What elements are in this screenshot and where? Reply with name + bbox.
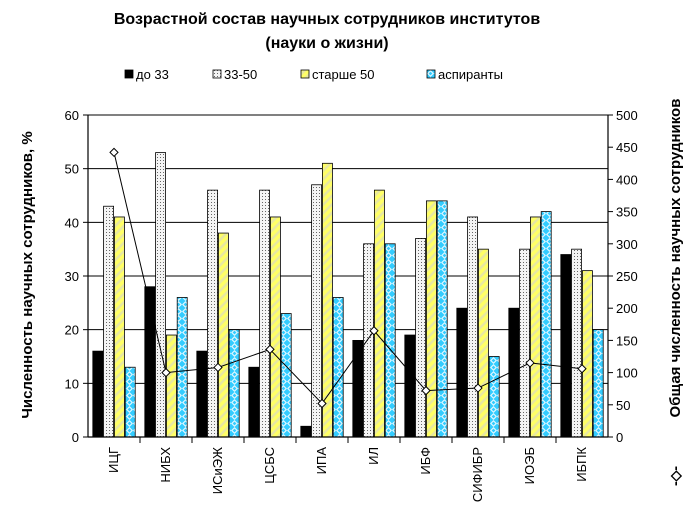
line-point [213, 362, 223, 373]
bar [217, 232, 229, 438]
line-point [317, 398, 327, 409]
legend-label: 33-50 [224, 67, 257, 82]
x-tick-label: НИБХ [158, 447, 173, 483]
y2-tick-label: 500 [616, 108, 638, 123]
bar [519, 248, 530, 438]
bars [92, 152, 604, 438]
y2-tick-label: 100 [616, 366, 638, 381]
bar [332, 297, 344, 438]
x-tick-label: ИОЭБ [522, 447, 537, 484]
legend-swatch [212, 69, 222, 79]
y-tick-label: 30 [65, 269, 79, 284]
y2-tick-label: 300 [616, 237, 638, 252]
x-tick-label: СИФИБР [470, 447, 485, 502]
bar [488, 356, 500, 438]
legend-swatch [124, 69, 134, 79]
bar [373, 189, 385, 438]
bar [560, 254, 572, 438]
line-point [161, 367, 171, 378]
bar [259, 189, 271, 438]
line-point [109, 147, 119, 158]
y2-axis-label: Общая численность научных сотрудников [667, 99, 684, 418]
y-tick-label: 50 [65, 162, 79, 177]
bar [103, 205, 114, 438]
bar [92, 350, 104, 438]
legend-swatch [300, 69, 310, 79]
y2-tick-label: 250 [616, 269, 638, 284]
bar [404, 334, 416, 438]
line-point [369, 326, 379, 336]
y-tick-label: 0 [72, 430, 79, 445]
bar [114, 216, 125, 438]
y2-tick-label: 350 [616, 205, 638, 220]
y2-tick-label: 150 [616, 333, 638, 348]
x-tick-label: ИБФ [418, 447, 433, 475]
bar [300, 425, 312, 438]
line-point [265, 344, 275, 355]
legend-label: старше 50 [312, 67, 375, 82]
chart-title-line2: (науки о жизни) [265, 35, 388, 52]
total-line-path [113, 152, 583, 405]
line-point [473, 383, 483, 393]
axes [83, 114, 613, 443]
y2-axis-marker-label: -◇- [667, 466, 683, 486]
y2-tick-label: 450 [616, 140, 638, 155]
bar [467, 216, 479, 438]
tick-labels: 0 10 20 30 40 50 60 0 50 100 150 200 250 300 350 400 450… [65, 108, 638, 502]
bar [165, 334, 177, 438]
y-axis-label: Численность научных сотрудников, % [19, 131, 36, 418]
bar [582, 270, 593, 438]
legend-label: до 33 [136, 67, 169, 82]
bar [363, 243, 375, 438]
bar [176, 297, 188, 438]
x-tick-label: ИПА [314, 447, 329, 475]
y2-tick-label: 200 [616, 301, 638, 316]
bar [248, 366, 260, 438]
x-tick-label: ИЛ [366, 447, 381, 465]
bar [228, 329, 240, 438]
y-tick-label: 10 [65, 376, 79, 391]
bar [592, 329, 604, 438]
bar [415, 238, 427, 438]
bar [196, 350, 208, 438]
legend-swatch [426, 69, 436, 79]
bar [280, 313, 292, 438]
chart-title-line1: Возрастной состав научных сотрудников ин… [114, 11, 540, 28]
bar [155, 152, 167, 438]
y-tick-label: 40 [65, 215, 79, 230]
bar [144, 286, 156, 438]
bar [425, 200, 437, 438]
x-tick-label: ИБПК [574, 447, 589, 482]
x-tick-label: ИЦГ [106, 447, 121, 473]
x-tick-label: ИСиЭЖ [210, 447, 225, 494]
bar [571, 248, 582, 438]
bar [456, 307, 468, 438]
y-tick-label: 60 [65, 108, 79, 123]
bar [540, 211, 552, 438]
bar [269, 216, 281, 438]
line-point [421, 385, 431, 396]
bar [311, 184, 323, 438]
bar [530, 216, 541, 438]
bar [436, 200, 448, 438]
y2-tick-label: 0 [616, 430, 623, 445]
line-point [577, 364, 587, 374]
bar [124, 366, 136, 438]
x-tick-label: ЦСБС [262, 447, 277, 484]
line-point [525, 358, 535, 368]
y2-tick-label: 50 [616, 398, 630, 413]
legend: до 33 33-50 старше 50 аспиранты [124, 67, 503, 82]
bar [384, 243, 396, 438]
bar [352, 339, 364, 438]
y-tick-label: 20 [65, 323, 79, 338]
bar [477, 248, 489, 438]
bar [207, 189, 219, 438]
y2-tick-label: 400 [616, 172, 638, 187]
total-line [109, 147, 587, 409]
legend-label: аспиранты [438, 67, 503, 82]
